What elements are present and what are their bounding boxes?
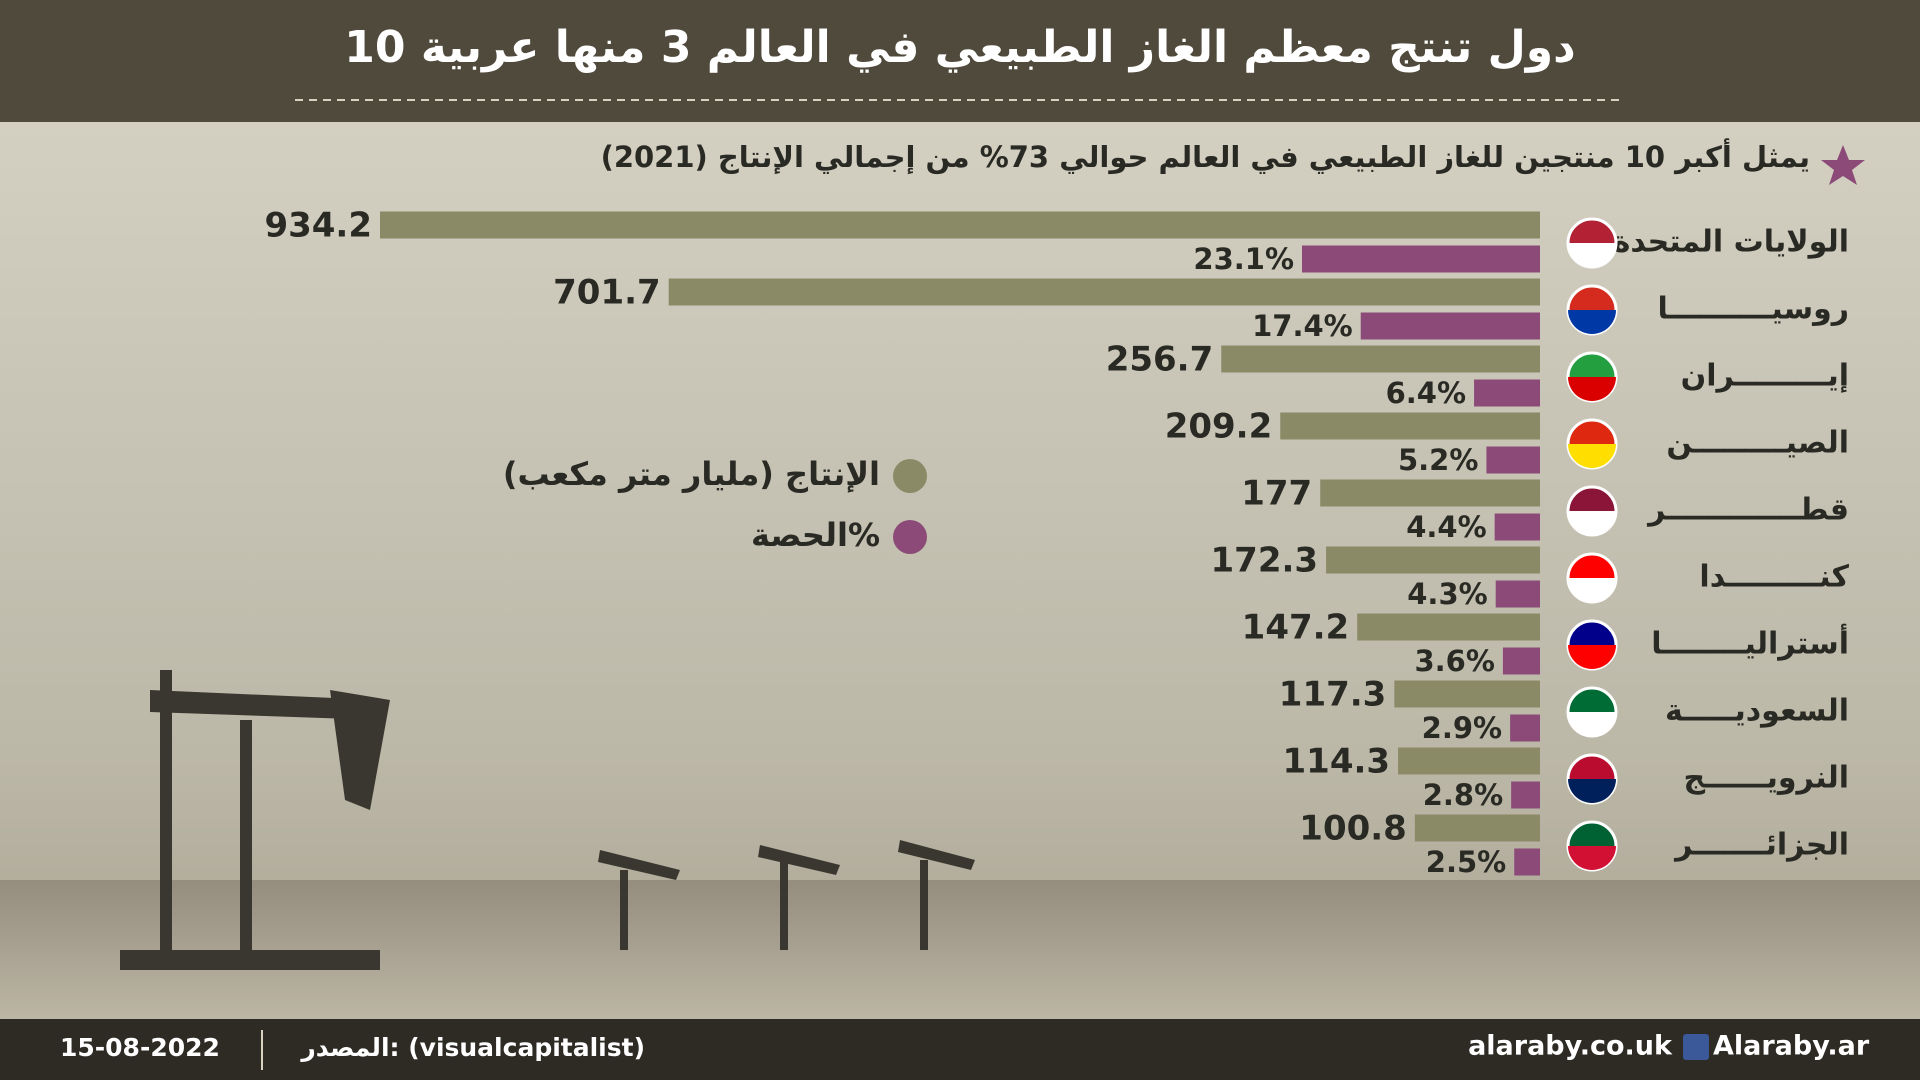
data-label: 172.3 bbox=[1211, 541, 1319, 581]
footer-band bbox=[0, 1019, 1920, 1080]
flag-icon bbox=[1568, 511, 1616, 535]
flag-icon bbox=[1568, 310, 1616, 334]
data-label: 114.3 bbox=[1283, 742, 1391, 782]
flag-icon bbox=[1568, 578, 1616, 602]
country-label: الولايات المتحدة bbox=[1613, 225, 1849, 260]
data-label: 4.4% bbox=[1406, 510, 1486, 544]
production-bar bbox=[1394, 680, 1540, 708]
data-label: 6.4% bbox=[1386, 376, 1466, 410]
share-bar bbox=[1510, 714, 1540, 742]
data-label: 934.2 bbox=[264, 206, 372, 246]
legend-label: الإنتاج (مليار متر مكعب) bbox=[503, 455, 880, 493]
country-label: روسيــــــــــا bbox=[1658, 292, 1849, 327]
country-label: كنـــــــــدا bbox=[1699, 560, 1849, 595]
production-bar bbox=[1221, 345, 1540, 373]
data-label: 4.3% bbox=[1407, 577, 1487, 611]
production-bar bbox=[1414, 814, 1540, 842]
data-label: 2.8% bbox=[1423, 778, 1503, 812]
footer-source: المصدر: (visualcapitalist) bbox=[299, 1033, 645, 1062]
share-bar bbox=[1302, 245, 1540, 273]
derrick-silhouette bbox=[120, 670, 975, 970]
share-bar bbox=[1494, 513, 1540, 541]
production-bar bbox=[1398, 747, 1540, 775]
data-label: 147.2 bbox=[1242, 608, 1350, 648]
footer-social: Alaraby.ar bbox=[1713, 1031, 1870, 1062]
data-label: 209.2 bbox=[1165, 407, 1273, 447]
country-label: إيـــــــــران bbox=[1681, 359, 1849, 394]
footer-website: alaraby.co.uk bbox=[1468, 1031, 1673, 1062]
data-label: 701.7 bbox=[553, 273, 661, 313]
facebook-icon bbox=[1683, 1034, 1709, 1060]
flag-icon bbox=[1568, 779, 1616, 803]
flag-icon bbox=[1568, 444, 1616, 468]
data-label: 5.2% bbox=[1398, 443, 1478, 477]
share-bar bbox=[1495, 580, 1540, 608]
production-bar bbox=[1357, 613, 1540, 641]
footer-date: 15-08-2022 bbox=[60, 1033, 220, 1062]
legend-label: الحصة% bbox=[751, 516, 880, 554]
data-label: 100.8 bbox=[1299, 809, 1407, 849]
flag-icon bbox=[1568, 712, 1616, 736]
production-bar bbox=[668, 278, 1540, 306]
chart-subtitle: يمثل أكبر 10 منتجين للغاز الطبيعي في الع… bbox=[601, 138, 1810, 175]
data-label: 2.9% bbox=[1422, 711, 1502, 745]
legend-swatch bbox=[893, 459, 927, 493]
share-bar bbox=[1502, 647, 1540, 675]
flag-icon bbox=[1568, 645, 1616, 669]
share-bar bbox=[1511, 781, 1540, 809]
data-label: 117.3 bbox=[1279, 675, 1387, 715]
chart-title: 10 دول تنتج معظم الغاز الطبيعي في العالم… bbox=[344, 22, 1575, 73]
country-label: الجزائـــــــر bbox=[1673, 828, 1849, 863]
production-bar bbox=[380, 211, 1540, 239]
share-bar bbox=[1514, 848, 1540, 876]
country-label: قطـــــــــــــر bbox=[1646, 493, 1849, 528]
flag-icon bbox=[1568, 377, 1616, 401]
star-icon bbox=[1821, 145, 1865, 185]
flag-icon bbox=[1568, 243, 1616, 267]
data-label: 2.5% bbox=[1426, 845, 1506, 879]
legend-swatch bbox=[893, 520, 927, 554]
share-bar bbox=[1474, 379, 1540, 407]
share-bar bbox=[1360, 312, 1540, 340]
production-bar bbox=[1320, 479, 1540, 507]
production-bar bbox=[1326, 546, 1540, 574]
data-label: 23.1% bbox=[1193, 242, 1294, 276]
production-bar bbox=[1280, 412, 1540, 440]
country-label: السعوديـــــة bbox=[1665, 694, 1849, 729]
data-label: 177 bbox=[1241, 474, 1312, 514]
flag-icon bbox=[1568, 846, 1616, 870]
share-bar bbox=[1486, 446, 1540, 474]
header-band bbox=[0, 0, 1920, 122]
country-label: الصيـــــــــن bbox=[1666, 426, 1849, 461]
country-label: النرويــــــج bbox=[1683, 761, 1849, 796]
data-label: 3.6% bbox=[1414, 644, 1494, 678]
country-label: أستراليــــــــا bbox=[1651, 624, 1849, 662]
data-label: 17.4% bbox=[1252, 309, 1353, 343]
data-label: 256.7 bbox=[1106, 340, 1214, 380]
